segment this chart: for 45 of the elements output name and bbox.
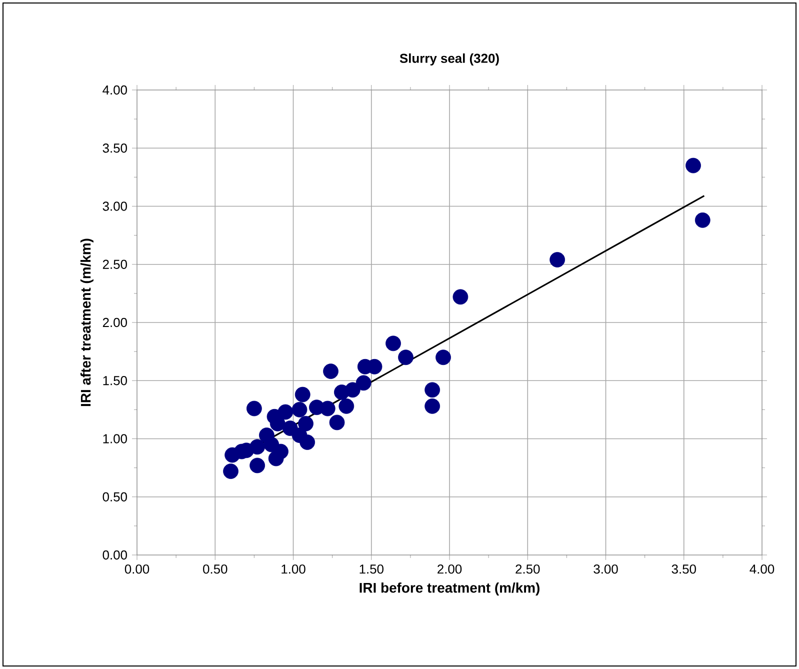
point xyxy=(686,158,701,174)
y-tick-label: 0.50 xyxy=(102,492,127,502)
x-tick-label: 4.00 xyxy=(750,564,774,574)
point xyxy=(294,386,310,402)
point xyxy=(268,450,284,466)
x-axis-title: IRI before treatment (m/km) xyxy=(360,582,540,596)
y-tick-label: 2.50 xyxy=(102,260,127,269)
point xyxy=(386,336,401,352)
point xyxy=(250,458,266,474)
y-tick-label: 1.50 xyxy=(103,376,127,386)
point xyxy=(550,252,566,268)
y-tick-label: 3.00 xyxy=(102,202,127,211)
x-tick-label: 1.00 xyxy=(282,564,306,574)
x-tick-label: 3.50 xyxy=(672,564,696,574)
point xyxy=(300,434,316,450)
chart-title: Slurry seal (320) xyxy=(400,53,499,66)
point xyxy=(424,398,440,414)
x-tick-label: 1.50 xyxy=(360,564,384,574)
x-tick-label: 3.00 xyxy=(594,564,618,574)
y-axis-title: IRI after treatment (m/km) xyxy=(80,238,94,406)
point xyxy=(334,384,350,400)
point xyxy=(292,402,308,418)
point xyxy=(323,364,338,380)
point xyxy=(424,382,440,398)
x-tick-label: 0.00 xyxy=(124,564,150,574)
point xyxy=(356,375,372,391)
point xyxy=(223,464,238,479)
point xyxy=(298,416,314,432)
y-tick-label: 2.00 xyxy=(102,318,127,328)
point xyxy=(224,447,240,463)
point xyxy=(398,350,414,366)
point xyxy=(329,414,345,430)
x-tick-label: 0.50 xyxy=(203,564,228,574)
x-tick-label: 2.50 xyxy=(516,564,540,574)
y-tick-label: 1.00 xyxy=(103,434,127,444)
point xyxy=(308,400,324,416)
y-tick-label: 4.00 xyxy=(102,85,127,95)
point xyxy=(452,289,468,305)
point xyxy=(694,212,710,228)
point xyxy=(436,350,451,366)
point xyxy=(338,398,354,414)
point xyxy=(246,400,262,416)
x-tick-label: 2.00 xyxy=(438,564,462,574)
y-tick-label: 3.50 xyxy=(102,144,127,153)
y-tick-label: 0.00 xyxy=(102,550,127,560)
